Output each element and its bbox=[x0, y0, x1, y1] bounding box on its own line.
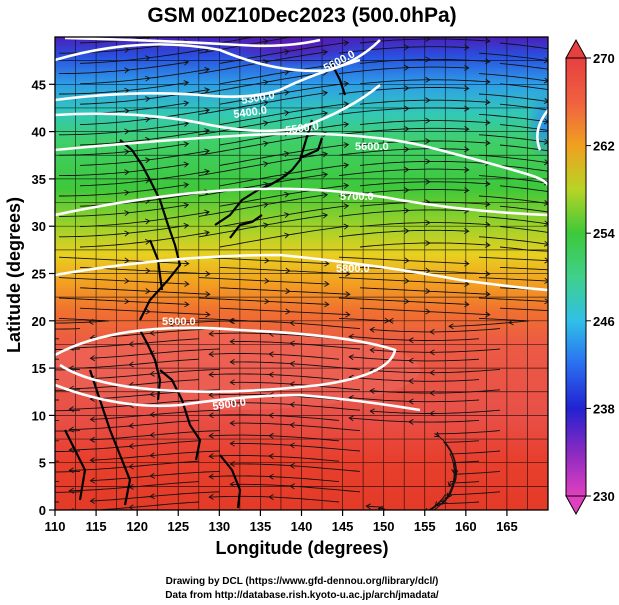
contour-east-edge bbox=[536, 109, 548, 151]
colorbar: 230 238 246 254 262 270 bbox=[565, 38, 615, 516]
contour-label: 5400.0 bbox=[233, 104, 268, 121]
colorbar-tick-label: 254 bbox=[593, 226, 615, 241]
contour-5300 bbox=[64, 37, 321, 48]
x-tick-label: 150 bbox=[373, 519, 395, 534]
contour-5700 bbox=[55, 187, 548, 217]
contour-5600 bbox=[55, 132, 548, 186]
contour-label: 5500.0 bbox=[285, 120, 320, 137]
contour-label: 5900.0 bbox=[162, 316, 196, 328]
x-tick-label: 155 bbox=[414, 519, 436, 534]
colorbar-tick-label: 270 bbox=[593, 51, 615, 66]
colorbar-tick-label: 238 bbox=[593, 401, 615, 416]
x-tick-label: 165 bbox=[496, 519, 518, 534]
contour-label: 5300.0 bbox=[240, 89, 275, 107]
y-tick-label: 15 bbox=[32, 361, 46, 376]
x-tick-label: 130 bbox=[208, 519, 230, 534]
contour-5800 bbox=[55, 253, 548, 292]
x-tick-label: 125 bbox=[167, 519, 189, 534]
x-tick-label: 135 bbox=[250, 519, 272, 534]
x-tick-label: 115 bbox=[86, 519, 107, 534]
contour-5400 bbox=[55, 58, 361, 102]
colorbar-tick-label: 262 bbox=[593, 139, 615, 154]
contour-5900-south bbox=[55, 383, 421, 412]
x-tick-label: 145 bbox=[332, 519, 354, 534]
y-tick-label: 20 bbox=[32, 314, 46, 329]
contour-label: 5900.0 bbox=[212, 396, 247, 413]
y-tick-label: 45 bbox=[32, 77, 46, 92]
x-tick-label: 120 bbox=[126, 519, 148, 534]
x-tick-label: 110 bbox=[45, 519, 66, 534]
credit-data-source: Data from http://database.rish.kyoto-u.a… bbox=[165, 590, 439, 601]
x-axis-ticks: 110 115 120 125 130 135 140 145 150 155 160 165 bbox=[45, 510, 518, 534]
wind-streamlines bbox=[55, 37, 548, 510]
x-tick-label: 140 bbox=[291, 519, 313, 534]
contour-label: 5600.0 bbox=[355, 141, 389, 153]
colorbar-scale bbox=[565, 57, 587, 497]
y-tick-label: 40 bbox=[32, 125, 46, 140]
contour-label: 5700.0 bbox=[340, 191, 374, 203]
y-tick-label: 35 bbox=[32, 172, 46, 187]
contour-5900-loop bbox=[55, 326, 397, 393]
height-contours bbox=[55, 37, 548, 412]
y-tick-label: 5 bbox=[39, 456, 46, 471]
y-tick-label: 25 bbox=[32, 267, 46, 282]
y-tick-label: 30 bbox=[32, 219, 46, 234]
contour-label: 5800.0 bbox=[336, 263, 370, 275]
colorbar-tick-label: 230 bbox=[593, 489, 615, 504]
contour-5500 bbox=[55, 84, 381, 133]
y-tick-label: 10 bbox=[32, 408, 46, 423]
colorbar-min-arrow bbox=[565, 495, 587, 516]
map-title: GSM 00Z10Dec2023 (500.0hPa) bbox=[147, 4, 456, 27]
x-axis-label: Longitude (degrees) bbox=[215, 538, 388, 558]
y-tick-label: 0 bbox=[39, 503, 46, 518]
colorbar-tick-label: 246 bbox=[593, 314, 615, 329]
colorbar-max-arrow bbox=[565, 38, 587, 59]
y-axis-label: Latitude (degrees) bbox=[4, 197, 24, 353]
credit-drawing: Drawing by DCL (https://www.gfd-dennou.o… bbox=[166, 576, 439, 587]
y-axis-ticks: 0 5 10 15 20 25 30 35 40 45 bbox=[32, 77, 55, 518]
x-tick-label: 160 bbox=[455, 519, 477, 534]
